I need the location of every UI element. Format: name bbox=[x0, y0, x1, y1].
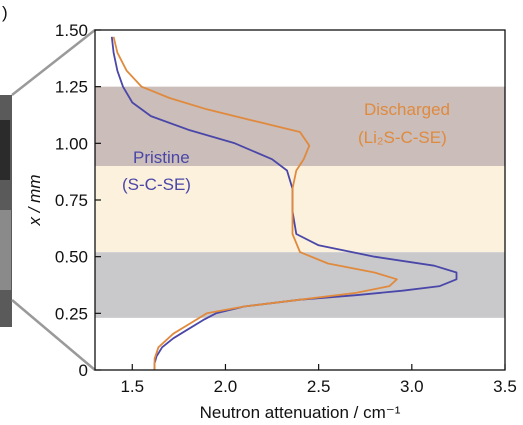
y-axis-ticks: 0 0.25 0.50 0.75 1.00 1.25 1.50 bbox=[55, 21, 101, 380]
y-tick-label: 0.75 bbox=[55, 191, 88, 210]
series-lines bbox=[110, 36, 458, 370]
region-band-1 bbox=[95, 166, 505, 253]
x-tick-label: 1.5 bbox=[120, 377, 144, 396]
y-tick-label: 0 bbox=[79, 361, 88, 380]
y-axis-label: x / mm bbox=[25, 175, 44, 227]
zoom-guide-bottom bbox=[11, 299, 96, 371]
zoom-guide-top bbox=[11, 29, 96, 96]
y-tick-label: 0.25 bbox=[55, 304, 88, 323]
x-tick-label: 2.0 bbox=[214, 377, 238, 396]
region-band-0 bbox=[95, 252, 505, 318]
x-tick-label: 2.5 bbox=[307, 377, 331, 396]
x-axis-ticks: 1.5 2.0 2.5 3.0 3.5 bbox=[120, 364, 517, 396]
y-tick-label: 1.50 bbox=[55, 21, 88, 40]
x-tick-label: 3.5 bbox=[493, 377, 517, 396]
y-tick-label: 0.50 bbox=[55, 248, 88, 267]
pristine-label: Pristine bbox=[133, 148, 190, 167]
pristine-sublabel: (S-C-SE) bbox=[122, 175, 191, 194]
y-tick-label: 1.25 bbox=[55, 78, 88, 97]
series-line-discharged bbox=[112, 36, 398, 370]
panel-mark: ) bbox=[2, 3, 8, 22]
inset-image bbox=[0, 95, 12, 327]
discharged-label: Discharged bbox=[364, 100, 450, 119]
x-tick-label: 3.0 bbox=[400, 377, 424, 396]
region-band-2 bbox=[95, 86, 505, 166]
series-line-pristine bbox=[110, 36, 458, 370]
y-tick-label: 1.00 bbox=[55, 134, 88, 153]
discharged-sublabel: (Li₂S-C-SE) bbox=[358, 128, 447, 147]
x-axis-label: Neutron attenuation / cm⁻¹ bbox=[200, 403, 401, 422]
region-bands bbox=[95, 86, 505, 318]
